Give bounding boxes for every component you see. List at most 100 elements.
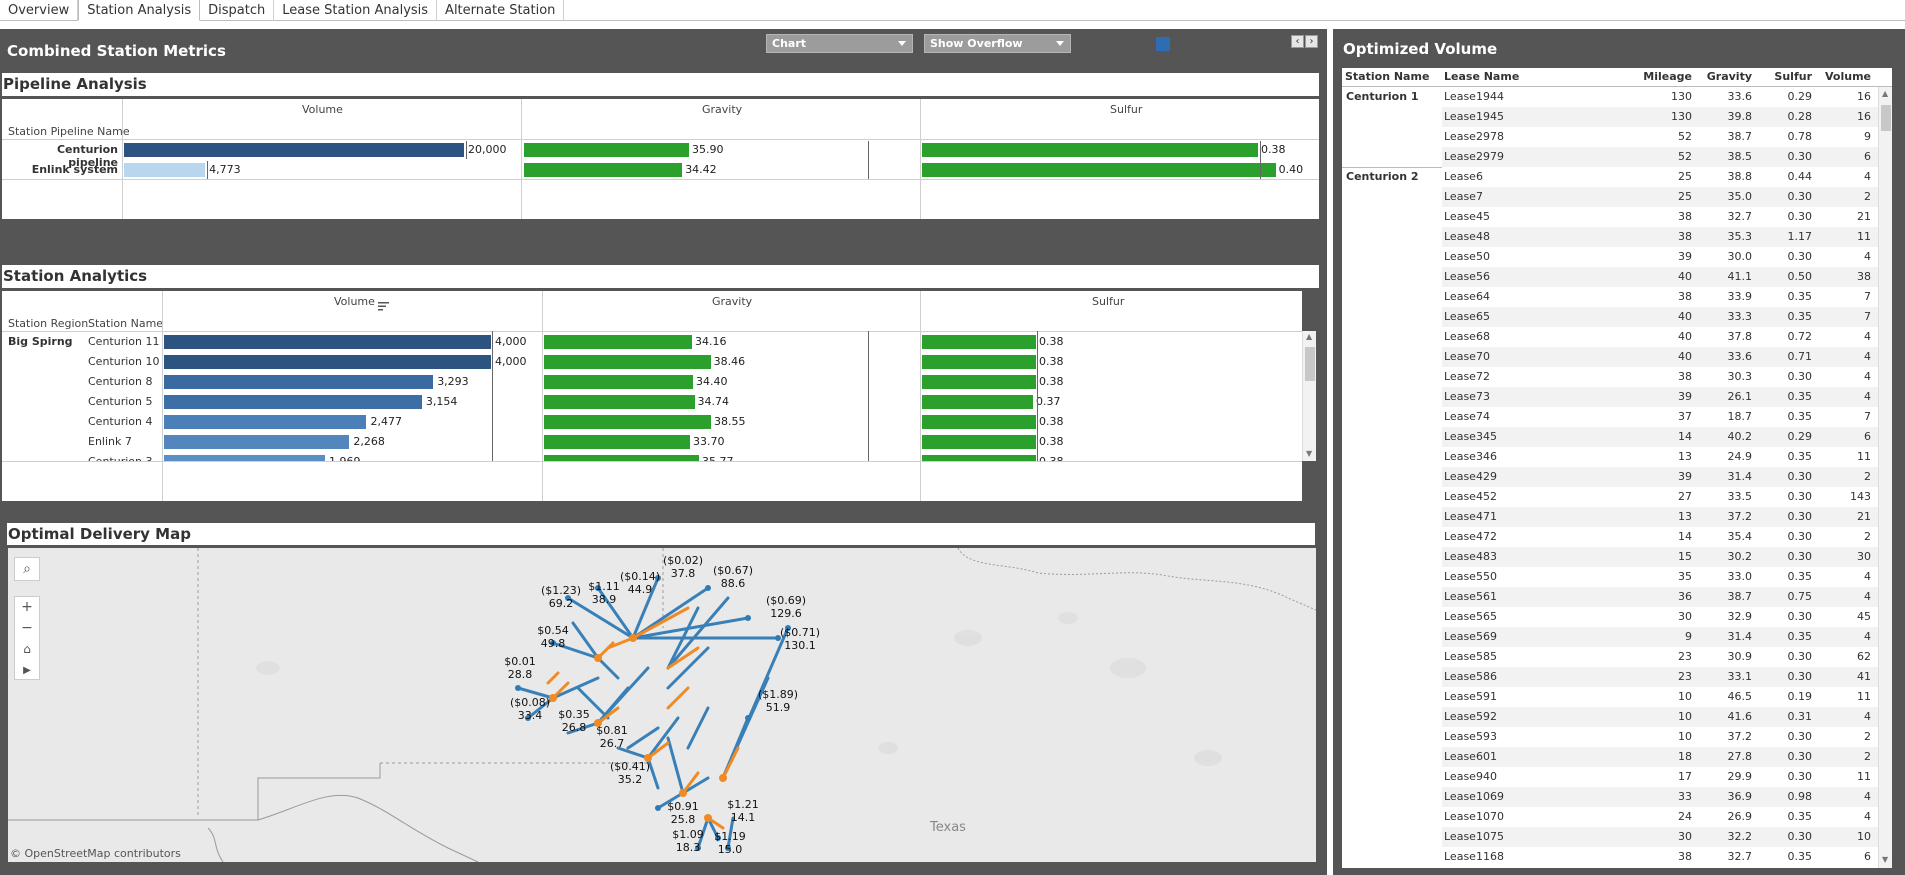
- map-search-button[interactable]: ⌕: [14, 557, 40, 581]
- volume-bar[interactable]: [164, 335, 491, 349]
- map-price-label[interactable]: ($0.69) 129.6: [761, 594, 811, 620]
- gravity-bar[interactable]: [544, 415, 712, 429]
- table-row[interactable]: Lease940 17 29.9 0.30 11: [1442, 767, 1882, 787]
- volume-bar[interactable]: [164, 435, 350, 449]
- sulfur-bar[interactable]: [922, 163, 1276, 177]
- gravity-bar[interactable]: [544, 355, 711, 369]
- table-row[interactable]: Lease586 23 33.1 0.30 41: [1442, 667, 1882, 687]
- map-price-label[interactable]: ($0.02) 37.8: [658, 554, 708, 580]
- sort-icon[interactable]: [378, 296, 390, 311]
- table-row[interactable]: Lease452 27 33.5 0.30 143: [1442, 487, 1882, 507]
- map-price-label[interactable]: $0.01 28.8: [495, 655, 545, 681]
- table-row[interactable]: Lease64 38 33.9 0.35 7: [1442, 287, 1882, 307]
- gravity-bar[interactable]: [524, 163, 683, 177]
- table-row[interactable]: Lease591 10 46.5 0.19 11: [1442, 687, 1882, 707]
- volume-bar[interactable]: [124, 143, 464, 157]
- tab-overview[interactable]: Overview: [0, 0, 79, 21]
- table-row[interactable]: Lease45 38 32.7 0.30 21: [1442, 207, 1882, 227]
- sulfur-bar[interactable]: [922, 335, 1036, 349]
- table-row[interactable]: Lease550 35 33.0 0.35 4: [1442, 567, 1882, 587]
- table-row[interactable]: Lease561 36 38.7 0.75 4: [1442, 587, 1882, 607]
- map-price-label[interactable]: ($0.08) 33.4: [505, 696, 555, 722]
- table-row[interactable]: Lease593 10 37.2 0.30 2: [1442, 727, 1882, 747]
- gravity-bar[interactable]: [544, 395, 695, 409]
- zoom-in-icon[interactable]: +: [21, 599, 33, 615]
- gravity-bar[interactable]: [524, 143, 689, 157]
- table-row[interactable]: Lease565 30 32.9 0.30 45: [1442, 607, 1882, 627]
- map-price-label[interactable]: $1.11 38.9: [579, 580, 629, 606]
- table-row[interactable]: Lease73 39 26.1 0.35 4: [1442, 387, 1882, 407]
- tab-station-analysis[interactable]: Station Analysis: [78, 0, 201, 21]
- optimal-delivery-map[interactable]: ⌕ + − ⌂ ▶ ($1.23) 69.2 $1.11 38.9 ($0.14) 44.…: [8, 548, 1316, 862]
- table-row[interactable]: Lease1168 38 32.7 0.35 6: [1442, 847, 1882, 867]
- legend-color-swatch[interactable]: [1156, 37, 1170, 51]
- table-row[interactable]: Lease56 40 41.1 0.50 38: [1442, 267, 1882, 287]
- table-row[interactable]: Lease72 38 30.3 0.30 4: [1442, 367, 1882, 387]
- gravity-bar[interactable]: [544, 375, 694, 389]
- sulfur-bar[interactable]: [922, 375, 1036, 389]
- optimized-scrollbar[interactable]: ▲ ▼: [1878, 87, 1892, 868]
- map-price-label[interactable]: ($0.67) 88.6: [708, 564, 758, 590]
- tab-dispatch[interactable]: Dispatch: [200, 0, 275, 21]
- map-price-label[interactable]: ($0.41) 35.2: [605, 760, 655, 786]
- table-row[interactable]: Lease68 40 37.8 0.72 4: [1442, 327, 1882, 347]
- sulfur-bar[interactable]: [922, 415, 1036, 429]
- volume-bar[interactable]: [164, 355, 491, 369]
- table-row[interactable]: Lease569 9 31.4 0.35 4: [1442, 627, 1882, 647]
- scroll-down-icon[interactable]: ▼: [1882, 855, 1889, 864]
- table-row[interactable]: Lease471 13 37.2 0.30 21: [1442, 507, 1882, 527]
- table-row[interactable]: Lease74 37 18.7 0.35 7: [1442, 407, 1882, 427]
- table-row[interactable]: Lease601 18 27.8 0.30 2: [1442, 747, 1882, 767]
- map-price-label[interactable]: $1.21 14.1: [718, 798, 768, 824]
- table-row[interactable]: Lease1070 24 26.9 0.35 4: [1442, 807, 1882, 827]
- map-price-label[interactable]: ($0.14) 44.9: [615, 570, 665, 596]
- chart-dropdown[interactable]: Chart: [766, 34, 913, 53]
- map-price-label[interactable]: ($1.89) 51.9: [753, 688, 803, 714]
- table-row[interactable]: Lease585 23 30.9 0.30 62: [1442, 647, 1882, 667]
- table-row[interactable]: Lease1075 30 32.2 0.30 10: [1442, 827, 1882, 847]
- zoom-out-icon[interactable]: −: [21, 620, 33, 636]
- table-row[interactable]: Lease472 14 35.4 0.30 2: [1442, 527, 1882, 547]
- table-row[interactable]: Lease70 40 33.6 0.71 4: [1442, 347, 1882, 367]
- tab-alternate-station[interactable]: Alternate Station: [437, 0, 565, 21]
- tab-lease-station-analysis[interactable]: Lease Station Analysis: [274, 0, 438, 21]
- sulfur-bar[interactable]: [922, 355, 1036, 369]
- analytics-scrollbar[interactable]: ▲ ▼: [1302, 331, 1316, 461]
- next-arrow-icon[interactable]: ›: [1305, 35, 1318, 48]
- table-row[interactable]: Lease50 39 30.0 0.30 4: [1442, 247, 1882, 267]
- sulfur-bar[interactable]: [922, 435, 1036, 449]
- sulfur-bar[interactable]: [922, 395, 1033, 409]
- scroll-up-icon[interactable]: ▲: [1882, 89, 1889, 98]
- home-icon[interactable]: ⌂: [23, 642, 31, 656]
- gravity-bar[interactable]: [544, 335, 692, 349]
- table-row[interactable]: Lease345 14 40.2 0.29 6: [1442, 427, 1882, 447]
- table-row[interactable]: Lease1069 33 36.9 0.98 4: [1442, 787, 1882, 807]
- sulfur-bar[interactable]: [922, 143, 1258, 157]
- volume-bar[interactable]: [164, 395, 422, 409]
- scroll-down-icon[interactable]: ▼: [1306, 449, 1313, 458]
- scroll-thumb[interactable]: [1305, 347, 1315, 381]
- table-row[interactable]: Lease2978 52 38.7 0.78 9: [1442, 127, 1882, 147]
- table-row[interactable]: Lease346 13 24.9 0.35 11: [1442, 447, 1882, 467]
- volume-bar[interactable]: [124, 163, 206, 177]
- map-price-label[interactable]: $0.81 26.7: [587, 724, 637, 750]
- map-price-label[interactable]: $0.35 26.8: [549, 708, 599, 734]
- scroll-up-icon[interactable]: ▲: [1306, 332, 1313, 341]
- table-row[interactable]: Lease592 10 41.6 0.31 4: [1442, 707, 1882, 727]
- sulfur-bar[interactable]: [922, 455, 1036, 461]
- overflow-dropdown[interactable]: Show Overflow: [924, 34, 1071, 53]
- gravity-bar[interactable]: [544, 455, 699, 461]
- table-row[interactable]: Lease48 38 35.3 1.17 11: [1442, 227, 1882, 247]
- table-row[interactable]: Lease65 40 33.3 0.35 7: [1442, 307, 1882, 327]
- map-price-label[interactable]: $1.09 18.3: [663, 828, 713, 854]
- map-price-label[interactable]: ($0.71) 130.1: [775, 626, 825, 652]
- map-price-label[interactable]: ($1.23) 69.2: [536, 584, 586, 610]
- table-row[interactable]: Lease7 25 35.0 0.30 2: [1442, 187, 1882, 207]
- scroll-thumb[interactable]: [1881, 105, 1891, 131]
- map-price-label[interactable]: $0.54 49.8: [528, 624, 578, 650]
- volume-bar[interactable]: [164, 415, 367, 429]
- table-row[interactable]: Lease1945 130 39.8 0.28 16: [1442, 107, 1882, 127]
- previous-arrow-icon[interactable]: ‹: [1291, 35, 1304, 48]
- map-price-label[interactable]: $0.91 25.8: [658, 800, 708, 826]
- table-row[interactable]: Lease483 15 30.2 0.30 30: [1442, 547, 1882, 567]
